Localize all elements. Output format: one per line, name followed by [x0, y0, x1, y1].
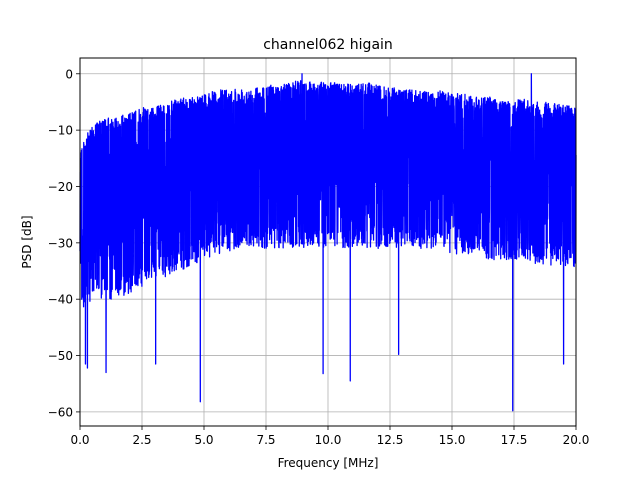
y-axis-ticks: 0 −10 −20 −30 −40 −50 −60	[48, 67, 80, 419]
x-tick-label: 17.5	[501, 433, 528, 447]
x-tick-label: 12.5	[377, 433, 404, 447]
x-tick-label: 15.0	[439, 433, 466, 447]
x-tick-label: 2.5	[132, 433, 151, 447]
x-tick-label: 5.0	[194, 433, 213, 447]
y-tick-label: −30	[48, 236, 73, 250]
y-tick-label: −20	[48, 180, 73, 194]
x-tick-label: 0.0	[70, 433, 89, 447]
y-axis-label: PSD [dB]	[20, 215, 34, 268]
x-tick-label: 7.5	[256, 433, 275, 447]
psd-series-line	[79, 73, 577, 412]
y-tick-label: −50	[48, 349, 73, 363]
x-tick-label: 10.0	[315, 433, 342, 447]
x-axis-ticks: 0.0 2.5 5.0 7.5 10.0 12.5 15.0 17.5 20.0	[70, 426, 589, 447]
data-layer	[79, 73, 577, 412]
y-tick-label: −60	[48, 405, 73, 419]
y-tick-label: −10	[48, 124, 73, 138]
y-tick-label: −40	[48, 293, 73, 307]
y-tick-label: 0	[65, 67, 73, 81]
x-axis-label: Frequency [MHz]	[278, 456, 379, 470]
x-tick-label: 20.0	[563, 433, 590, 447]
chart-title: channel062 higain	[263, 37, 393, 53]
